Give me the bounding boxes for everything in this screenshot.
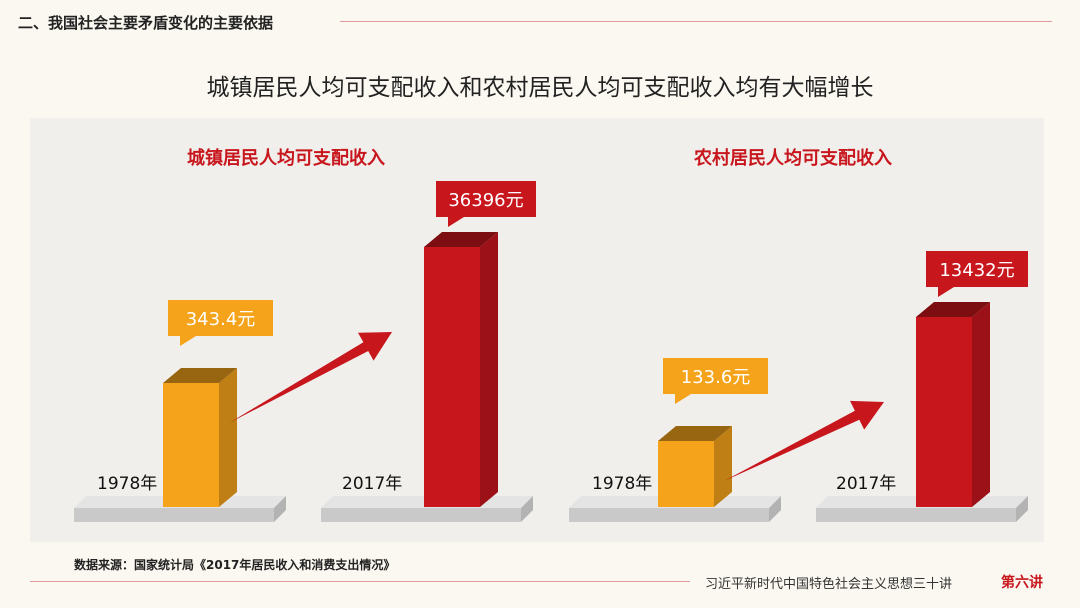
bar-platform (569, 508, 769, 522)
bottom-divider (30, 581, 690, 582)
value-label-1: 13432元 (939, 260, 1014, 281)
lecture-series-name: 习近平新时代中国特色社会主义思想三十讲 (705, 577, 953, 592)
bar-1 (916, 317, 972, 507)
bar-platform (74, 508, 274, 522)
bar-0 (163, 383, 219, 507)
bar-platform-side (769, 496, 781, 522)
value-label-box-0 (168, 300, 273, 336)
category-label-0: 1978年 (592, 474, 652, 494)
category-label-1: 2017年 (836, 474, 896, 494)
value-label-pointer-0 (180, 336, 196, 346)
bar-side-0 (219, 368, 237, 507)
bar-top-0 (163, 368, 237, 383)
bar-0 (658, 441, 714, 507)
value-label-pointer-1 (938, 287, 954, 297)
top-divider (340, 21, 1052, 22)
value-label-0: 343.4元 (186, 309, 256, 330)
value-label-pointer-0 (675, 394, 691, 404)
value-label-pointer-1 (448, 217, 464, 227)
bar-platform (321, 508, 521, 522)
urban-chart-title: 城镇居民人均可支配收入 (187, 148, 385, 169)
growth-arrow (724, 400, 884, 481)
lecture-number: 第六讲 (1001, 575, 1043, 591)
section-title: 二、我国社会主要矛盾变化的主要依据 (18, 14, 274, 32)
bar-platform (816, 508, 1016, 522)
bar-platform-side (274, 496, 286, 522)
main-title: 城镇居民人均可支配收入和农村居民人均可支配收入均有大幅增长 (206, 75, 874, 101)
value-label-box-0 (663, 358, 768, 394)
bar-side-1 (972, 302, 990, 507)
bar-1 (424, 247, 480, 507)
data-source-note: 数据来源：国家统计局《2017年居民收入和消费支出情况》 (74, 558, 396, 572)
value-label-box-1 (436, 181, 536, 217)
value-label-1: 36396元 (448, 190, 523, 211)
growth-arrow (229, 332, 392, 423)
bar-side-1 (480, 232, 498, 507)
category-label-1: 2017年 (342, 474, 402, 494)
rural-income-chart: 133.6元 1978年 13432元 2017年 (569, 251, 1028, 522)
bar-top-0 (658, 426, 732, 441)
bar-platform-side (1016, 496, 1028, 522)
rural-chart-title: 农村居民人均可支配收入 (694, 148, 892, 169)
value-label-box-1 (926, 251, 1028, 287)
bar-side-0 (714, 426, 732, 507)
value-label-0: 133.6元 (681, 367, 751, 388)
bar-platform-side (521, 496, 533, 522)
urban-income-chart: 343.4元 1978年 36396元 2017年 (74, 181, 536, 522)
category-label-0: 1978年 (97, 474, 157, 494)
bar-top-1 (916, 302, 990, 317)
bar-top-1 (424, 232, 498, 247)
